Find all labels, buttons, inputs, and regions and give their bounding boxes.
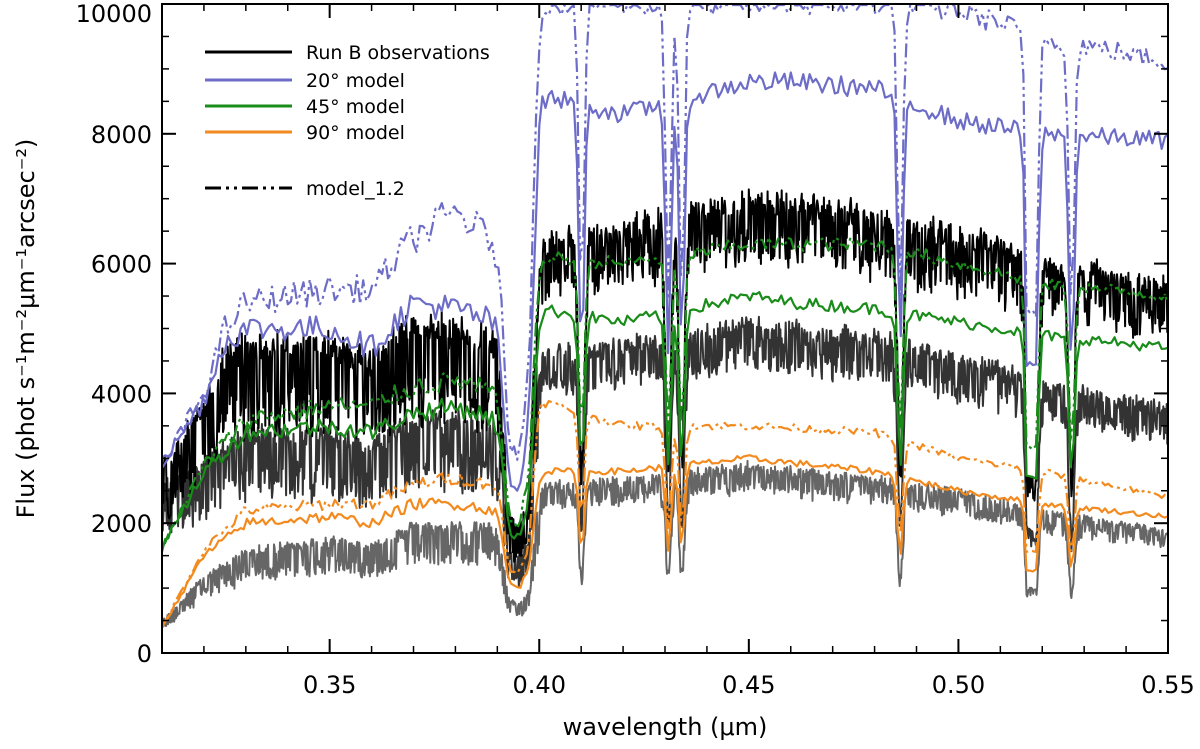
y-tick-label: 0 xyxy=(137,640,152,668)
series-20-model xyxy=(161,71,1169,492)
series-90-model xyxy=(161,454,1169,629)
series-45-model-1-2 xyxy=(161,236,1170,547)
y-tick-label: 4000 xyxy=(91,380,152,408)
y-tick-label: 8000 xyxy=(91,121,152,149)
series-layer xyxy=(160,3,1170,629)
tick-layer: 0.35 0.40 0.45 0.50 0.55 0 2000 4000 6000 8000 100… xyxy=(76,0,1195,699)
x-tick-label: 0.55 xyxy=(1141,671,1194,699)
legend-label: 20° model xyxy=(306,70,405,92)
series-90-model-1-2 xyxy=(161,400,1169,628)
series-run-b-observations-medium- xyxy=(161,315,1169,588)
legend: Run B observations 20° model 45° model 90° … xyxy=(205,42,490,200)
x-tick-label: 0.45 xyxy=(722,671,775,699)
series-20-model-1-2 xyxy=(161,3,1169,461)
legend-label: Run B observations xyxy=(306,42,490,64)
legend-label: 90° model xyxy=(306,122,405,144)
y-axis-title: Flux (phot s⁻¹m⁻²μm⁻¹arcsec⁻²) xyxy=(12,139,40,519)
x-tick-label: 0.35 xyxy=(303,671,356,699)
legend-label: 45° model xyxy=(306,96,405,118)
y-tick-label: 6000 xyxy=(91,251,152,279)
y-tick-label: 2000 xyxy=(91,510,152,538)
x-tick-label: 0.40 xyxy=(513,671,566,699)
x-axis-title: wavelength (μm) xyxy=(563,713,768,741)
x-tick-label: 0.50 xyxy=(932,671,985,699)
y-tick-label: 10000 xyxy=(76,0,152,28)
legend-label: model_1.2 xyxy=(306,178,405,200)
series-45-model xyxy=(160,291,1169,553)
